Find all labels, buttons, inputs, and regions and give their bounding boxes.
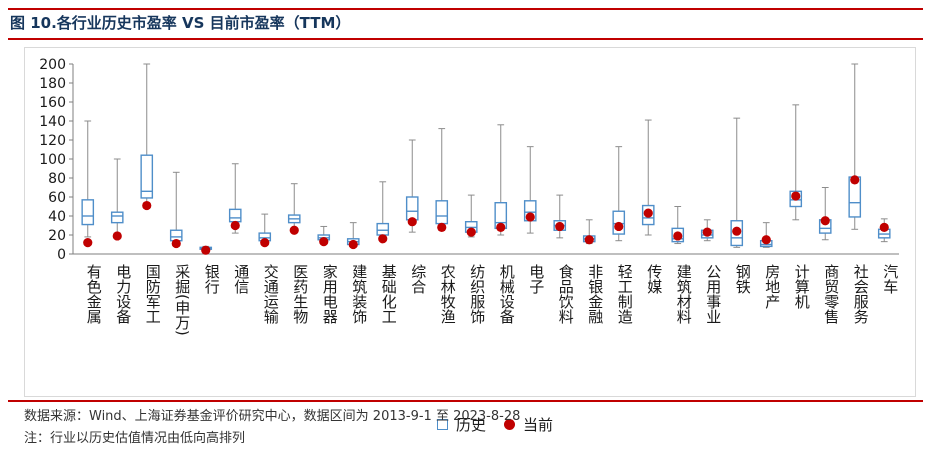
current-pe-dot [230, 220, 240, 231]
current-pe-dot [112, 231, 122, 241]
current-pe-dot [702, 227, 712, 237]
box-iqr [228, 208, 242, 223]
current-pe-dot [850, 175, 860, 185]
y-tick-label: 20 [48, 228, 66, 244]
x-category-label: 农林牧渔 [439, 264, 457, 324]
x-category-label: 轻工制造 [616, 264, 634, 325]
chart-legend: 历史 当前 [437, 414, 553, 435]
current-pe-dot [496, 222, 506, 232]
x-category-label: 社会服务 [852, 264, 870, 325]
x-category-label: 电力设备 [114, 264, 132, 324]
y-tick-label: 200 [39, 57, 66, 73]
legend-history-label: 历史 [456, 416, 487, 434]
box-iqr [405, 196, 419, 221]
current-pe-dot [83, 238, 93, 248]
current-pe-dot [171, 238, 181, 249]
current-pe-dot [407, 217, 417, 227]
current-pe-dot [614, 221, 624, 232]
current-pe-dot [555, 221, 565, 232]
pe-boxplot-chart: 0 20 40 60 80 100 120 140 160 180 200 有色金属 电力设备 国防军工采… [39, 57, 899, 336]
current-pe-dot [761, 235, 771, 245]
x-category-label: 综合 [409, 264, 427, 294]
x-category-label: 机械设备 [498, 264, 516, 324]
remark-note: 注：行业以历史估值情况由低向高排列 [24, 431, 246, 446]
x-category-label: 房地产 [763, 264, 781, 309]
y-tick-label: 140 [39, 114, 66, 130]
legend-current-label: 当前 [523, 416, 554, 434]
current-pe-dot [673, 231, 683, 241]
y-tick-label: 80 [48, 171, 66, 187]
legend-box-icon [437, 419, 448, 430]
current-pe-dot [348, 239, 358, 250]
y-tick-label: 160 [39, 95, 66, 111]
chart-frame: 0 20 40 60 80 100 120 140 160 180 200 有色金属 电力设备 国防军工采… [24, 47, 916, 434]
y-tick-label: 40 [48, 209, 66, 225]
x-category-label: 商贸零售 [822, 264, 840, 324]
x-category-label: 交通运输 [262, 263, 280, 324]
x-category-label: 计算机 [793, 264, 811, 310]
x-category-label: 国防军工 [144, 264, 162, 324]
y-tick-label: 0 [57, 247, 66, 263]
legend-dot-icon [504, 419, 516, 430]
x-category-label: 基础化工 [380, 264, 398, 324]
current-pe-dot [289, 225, 299, 235]
box-iqr [140, 154, 154, 199]
x-category-label: 纺织服饰 [468, 264, 486, 324]
x-category-label: 传媒 [645, 264, 663, 294]
current-pe-dot [732, 226, 742, 236]
current-pe-dot [437, 222, 447, 232]
current-pe-dot [525, 212, 535, 222]
x-category-label: 有色金属 [85, 264, 103, 324]
x-category-label: 建筑材料 [675, 264, 693, 324]
current-pe-dot [260, 238, 270, 248]
box-iqr [435, 200, 449, 225]
current-pe-dot [879, 222, 889, 232]
x-category-label: 银行 [203, 264, 221, 295]
y-tick-label: 180 [39, 76, 66, 92]
header-top-rule [8, 8, 923, 10]
x-category-label: 钢铁 [734, 264, 752, 294]
x-category-label: 食品饮料 [557, 264, 575, 324]
y-tick-label: 100 [39, 152, 66, 168]
x-category-label: 电子 [527, 264, 545, 294]
current-pe-dot [142, 200, 152, 211]
x-category-label: 汽车 [881, 264, 899, 294]
data-source-note: 数据来源：Wind、上海证券基金评价研究中心，数据区间为 2013-9-1 至 … [24, 409, 521, 424]
current-pe-dot [643, 208, 653, 218]
x-category-label: 非银金融 [586, 264, 604, 324]
box-iqr [110, 211, 124, 224]
current-pe-dot [466, 227, 476, 237]
x-category-label: 建筑装饰 [350, 264, 368, 324]
current-pe-dot [584, 235, 594, 245]
footer-rule [8, 400, 923, 402]
y-tick-label: 60 [48, 190, 66, 206]
current-pe-dot [378, 234, 388, 244]
box-iqr [81, 199, 95, 226]
y-tick-label: 120 [39, 133, 66, 149]
x-category-label: 医药生物 [291, 264, 309, 325]
current-pe-dot [820, 216, 830, 226]
x-category-label: 公用事业 [704, 264, 722, 324]
x-category-label: 家用电器 [321, 264, 339, 324]
current-pe-dot [201, 245, 211, 255]
current-pe-dot [319, 237, 329, 247]
header-bottom-rule [8, 38, 923, 40]
current-pe-dot [791, 191, 801, 201]
x-category-label: 通信 [232, 264, 250, 294]
x-category-label: 采掘(申万) [173, 264, 191, 336]
figure-title: 图 10.各行业历史市盈率 VS 目前市盈率（TTM） [10, 14, 351, 32]
box-iqr [376, 222, 390, 236]
